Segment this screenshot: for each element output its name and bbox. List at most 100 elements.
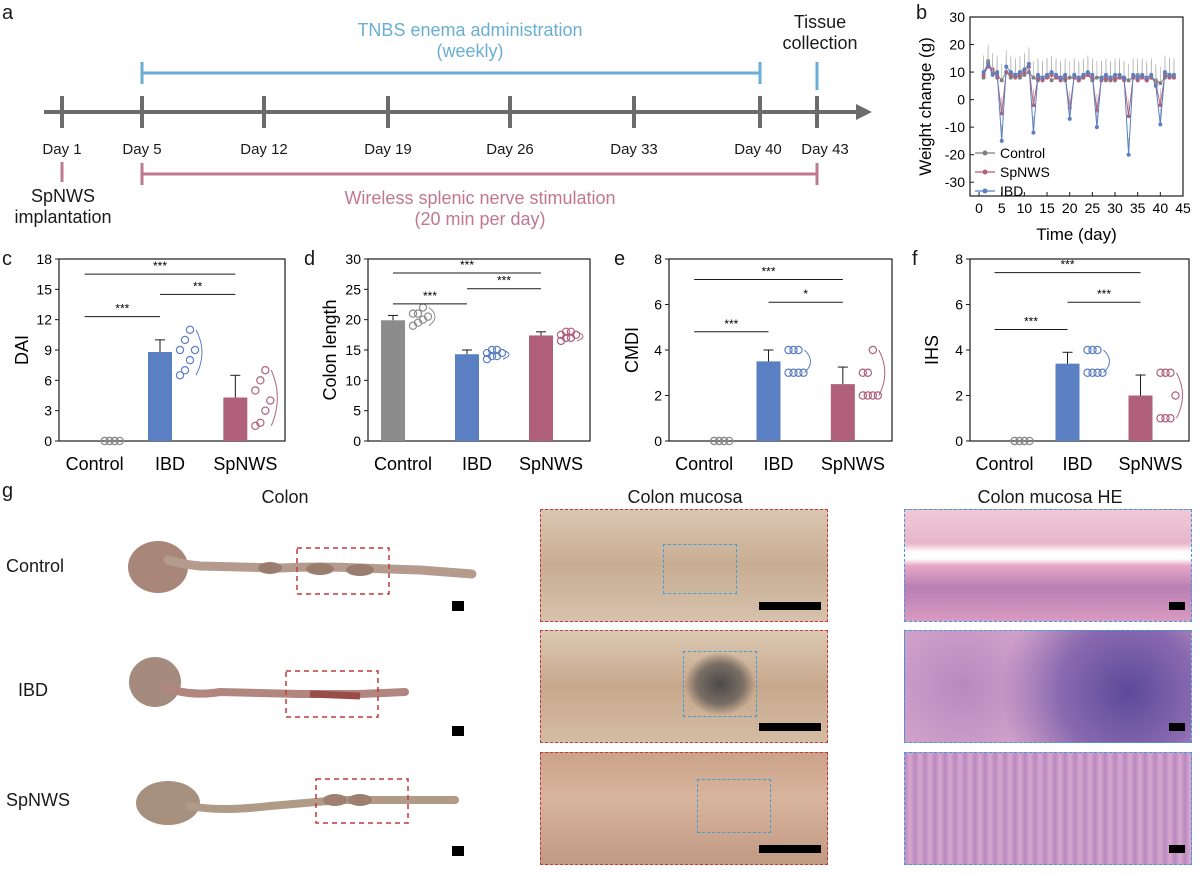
- data-point: [1171, 75, 1176, 80]
- data-point: [1117, 75, 1122, 80]
- bar-control: [381, 320, 405, 441]
- y-tick-label: -20: [945, 147, 965, 163]
- tnbs-label-line2: (weekly): [436, 41, 504, 61]
- data-point: [1108, 75, 1113, 80]
- data-point: [1085, 72, 1090, 77]
- data-point: [1049, 78, 1054, 83]
- data-dot: [794, 345, 803, 355]
- colon-photo-control: [128, 541, 477, 595]
- data-point: [1094, 125, 1099, 130]
- significance-label: **: [193, 279, 203, 293]
- scale-bar-colon-spnws: [452, 846, 464, 856]
- data-dot: [180, 366, 190, 375]
- stim-label-line2: (20 min per day): [414, 209, 546, 229]
- data-point: [1158, 122, 1163, 127]
- data-dot: [408, 309, 418, 318]
- timeline-arrowhead: [856, 104, 872, 120]
- he-photo-spnws: [904, 752, 1192, 865]
- data-dot: [1010, 436, 1019, 446]
- data-point: [981, 72, 986, 77]
- data-dot: [863, 368, 873, 377]
- data-dot: [185, 355, 195, 365]
- data-point: [1094, 75, 1099, 80]
- x-tick-label: IBD: [462, 454, 492, 474]
- timeline-day-label: Day 5: [122, 141, 161, 158]
- data-point: [1099, 75, 1104, 80]
- significance-label: ***: [115, 302, 129, 316]
- data-dot: [261, 366, 270, 375]
- legend-marker: [982, 188, 988, 194]
- y-tick-label: 30: [949, 9, 965, 25]
- legend-marker: [982, 150, 988, 156]
- data-point: [1067, 75, 1072, 80]
- y-tick-label: 0: [353, 433, 361, 449]
- legend-label: SpNWS: [1000, 164, 1050, 180]
- data-point: [1140, 72, 1145, 77]
- data-point: [999, 111, 1004, 116]
- data-point: [1144, 75, 1149, 80]
- bar-spnws: [830, 384, 855, 441]
- data-dot: [115, 436, 124, 446]
- data-dot: [1166, 368, 1175, 377]
- y-tick-label: -10: [945, 119, 965, 135]
- tnbs-label: TNBS enema administration (weekly): [290, 20, 650, 62]
- data-point: [1072, 72, 1077, 77]
- data-point: [981, 75, 986, 80]
- data-dot: [1083, 368, 1092, 377]
- data-point: [1144, 78, 1149, 83]
- y-tick-label: 2: [654, 388, 662, 404]
- significance-label: ***: [423, 289, 437, 303]
- data-point: [1135, 78, 1140, 83]
- data-dot: [858, 368, 868, 377]
- x-axis-label: Time (day): [1036, 225, 1117, 244]
- data-point: [1063, 72, 1068, 77]
- y-tick-label: 2: [955, 388, 963, 404]
- data-point: [1031, 103, 1036, 108]
- tissue-collection-label: Tissue collection: [770, 12, 870, 54]
- x-tick-label: Control: [975, 454, 1033, 474]
- data-point: [981, 70, 986, 75]
- data-dot: [789, 345, 798, 355]
- significance-label: *: [803, 287, 808, 301]
- data-dot: [100, 436, 109, 446]
- data-point: [1126, 114, 1131, 119]
- bar-spnws: [223, 397, 248, 441]
- data-dot: [251, 386, 260, 395]
- colon-photo-spnws: [136, 778, 459, 825]
- scale-bar-mucosa-ibd: [759, 723, 821, 731]
- y-tick-label: 20: [345, 312, 361, 328]
- data-point: [1045, 72, 1050, 77]
- data-dot: [714, 436, 724, 446]
- data-point: [1008, 72, 1013, 77]
- data-point: [1167, 75, 1172, 80]
- data-dot: [487, 345, 497, 355]
- data-point: [1022, 70, 1027, 75]
- distribution-curve: [195, 329, 203, 376]
- data-point: [1067, 116, 1072, 121]
- bar-ibd: [756, 361, 781, 441]
- significance-label: ***: [761, 264, 775, 278]
- scale-bar-he-control: [1169, 602, 1185, 610]
- bar-spnws: [1128, 395, 1153, 441]
- colon-photo-ibd: [129, 657, 409, 718]
- y-tick-label: 3: [44, 403, 52, 419]
- data-point: [1113, 72, 1118, 77]
- data-point: [1103, 75, 1108, 80]
- distribution-curve: [270, 370, 278, 427]
- data-point: [1058, 75, 1063, 80]
- data-dot: [1088, 345, 1097, 355]
- y-axis-label: Colon length: [320, 299, 340, 400]
- y-tick-label: 6: [654, 297, 662, 313]
- significance-label: ***: [1024, 315, 1038, 329]
- data-point: [1058, 78, 1063, 83]
- data-point: [1035, 72, 1040, 77]
- x-tick-label: IBD: [155, 454, 185, 474]
- data-dot: [492, 345, 502, 355]
- data-point: [1076, 75, 1081, 80]
- y-tick-label: 4: [654, 342, 662, 358]
- distribution-curve: [502, 349, 510, 360]
- significance-label: ***: [724, 317, 738, 331]
